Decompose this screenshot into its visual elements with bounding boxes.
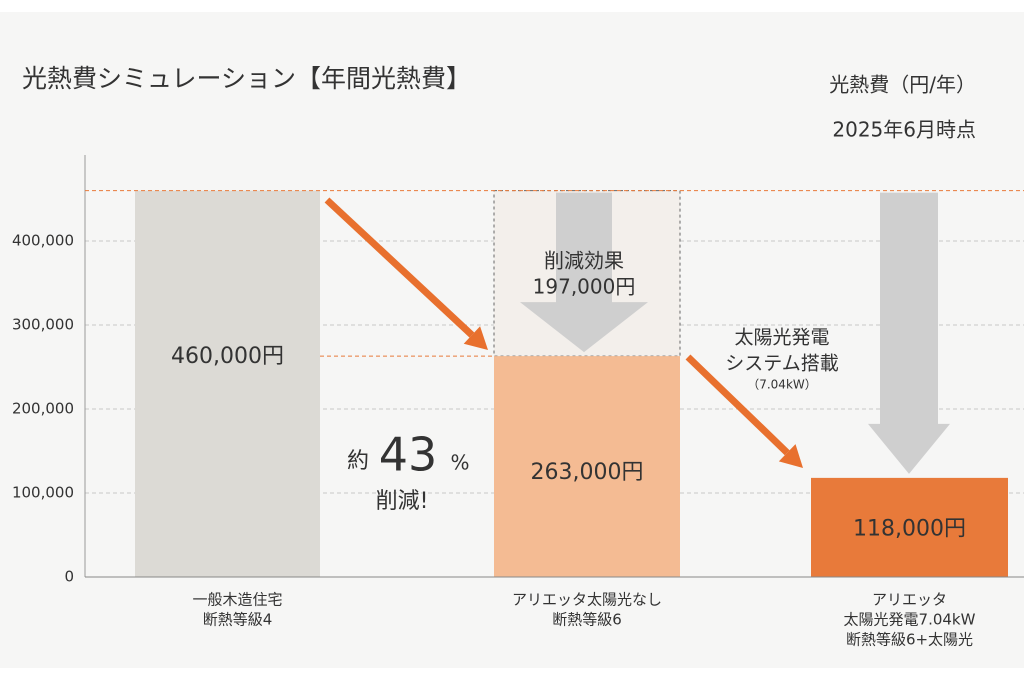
y-tick-label: 100,000 [12,484,74,502]
reduction-arrow [520,192,648,353]
annotation: 削減! [376,489,429,514]
trend-arrow [685,354,790,456]
x-tick-label: アリエッタ太陽光なし [512,591,662,609]
y-tick-label: 200,000 [12,400,74,418]
annotation: 43 [379,428,438,482]
annotation: 削減効果 [544,249,624,273]
bar [494,356,680,577]
date-note: 2025年6月時点 [832,118,976,142]
value-label: 460,000円 [171,344,284,369]
chart-title: 光熱費シミュレーション【年間光熱費】 [22,64,471,93]
reduction-arrow [868,192,950,474]
y-tick-label: 400,000 [12,232,74,250]
annotation: % [450,451,469,475]
value-label: 118,000円 [853,516,966,541]
y-tick-label: 0 [64,568,74,586]
trend-arrow [324,197,475,338]
y-tick-label: 300,000 [12,316,74,334]
annotation: 197,000円 [533,275,636,299]
annotation: 約 [347,449,369,474]
annotation: システム搭載 [725,353,838,375]
annotation: 太陽光発電 [734,327,829,349]
value-label: 263,000円 [531,460,644,485]
x-tick-label: 一般木造住宅 [192,591,282,609]
trend-arrow-head [778,444,803,468]
bar [135,190,320,577]
unit-label: 光熱費（円/年） [829,73,976,97]
x-tick-label: 断熱等級4 [203,611,273,629]
bar [811,477,1008,577]
x-tick-label: アリエッタ [872,591,947,609]
annotation: （7.04kW） [747,378,817,392]
x-tick-label: 太陽光発電7.04kW [844,611,976,629]
trend-arrow-head [463,326,488,350]
x-tick-label: 断熱等級6+太陽光 [846,631,973,649]
x-tick-label: 断熱等級6 [552,611,622,629]
